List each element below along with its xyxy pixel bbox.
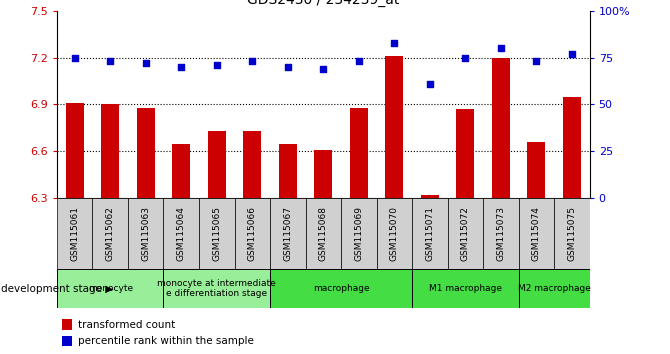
Text: GSM115061: GSM115061: [70, 206, 79, 261]
Bar: [163, 198, 199, 269]
Bar: [62, 336, 72, 346]
Bar: [270, 198, 306, 269]
Text: GSM115063: GSM115063: [141, 206, 150, 261]
Title: GDS2430 / 234239_at: GDS2430 / 234239_at: [247, 0, 399, 7]
Bar: [163, 269, 270, 308]
Text: GSM115074: GSM115074: [532, 206, 541, 261]
Bar: [483, 198, 519, 269]
Bar: [377, 198, 412, 269]
Text: GSM115067: GSM115067: [283, 206, 292, 261]
Bar: [101, 104, 119, 198]
Bar: [563, 97, 581, 198]
Bar: [172, 143, 190, 198]
Point: [282, 64, 293, 70]
Bar: [385, 56, 403, 198]
Bar: [57, 198, 92, 269]
Bar: [350, 108, 368, 198]
Text: GSM115070: GSM115070: [390, 206, 399, 261]
Bar: [234, 198, 270, 269]
Text: transformed count: transformed count: [78, 320, 176, 330]
Bar: [492, 57, 510, 198]
Bar: [554, 198, 590, 269]
Bar: [456, 109, 474, 198]
Point: [495, 45, 506, 51]
Bar: [448, 198, 483, 269]
Bar: [137, 108, 155, 198]
Bar: [341, 198, 377, 269]
Bar: [527, 142, 545, 198]
Point: [70, 55, 80, 60]
Text: M1 macrophage: M1 macrophage: [429, 284, 502, 293]
Bar: [279, 143, 297, 198]
Point: [460, 55, 470, 60]
Text: percentile rank within the sample: percentile rank within the sample: [78, 336, 254, 346]
Bar: [519, 198, 554, 269]
Text: GSM115071: GSM115071: [425, 206, 434, 261]
Text: GSM115073: GSM115073: [496, 206, 505, 261]
Point: [353, 58, 364, 64]
Bar: [62, 319, 72, 330]
Bar: [519, 269, 590, 308]
Point: [318, 66, 328, 72]
Point: [389, 40, 399, 45]
Point: [531, 58, 541, 64]
Bar: [314, 150, 332, 198]
Text: development stage ▶: development stage ▶: [1, 284, 114, 293]
Text: GSM115066: GSM115066: [248, 206, 257, 261]
Bar: [270, 269, 412, 308]
Text: monocyte at intermediate
e differentiation stage: monocyte at intermediate e differentiati…: [157, 279, 276, 298]
Bar: [57, 269, 163, 308]
Bar: [412, 269, 519, 308]
Text: GSM115062: GSM115062: [106, 206, 115, 261]
Bar: [199, 198, 234, 269]
Text: monocyte: monocyte: [88, 284, 133, 293]
Point: [105, 58, 115, 64]
Text: GSM115068: GSM115068: [319, 206, 328, 261]
Bar: [243, 131, 261, 198]
Bar: [66, 103, 84, 198]
Text: GSM115075: GSM115075: [567, 206, 576, 261]
Bar: [306, 198, 341, 269]
Bar: [412, 198, 448, 269]
Point: [176, 64, 186, 70]
Bar: [208, 131, 226, 198]
Bar: [128, 198, 163, 269]
Text: M2 macrophage: M2 macrophage: [518, 284, 590, 293]
Text: macrophage: macrophage: [313, 284, 369, 293]
Text: GSM115064: GSM115064: [177, 206, 186, 261]
Point: [424, 81, 435, 87]
Bar: [92, 198, 128, 269]
Point: [140, 60, 151, 66]
Text: GSM115069: GSM115069: [354, 206, 363, 261]
Point: [211, 62, 222, 68]
Point: [247, 58, 257, 64]
Text: GSM115072: GSM115072: [461, 206, 470, 261]
Point: [566, 51, 577, 57]
Text: GSM115065: GSM115065: [212, 206, 221, 261]
Bar: [421, 195, 439, 198]
